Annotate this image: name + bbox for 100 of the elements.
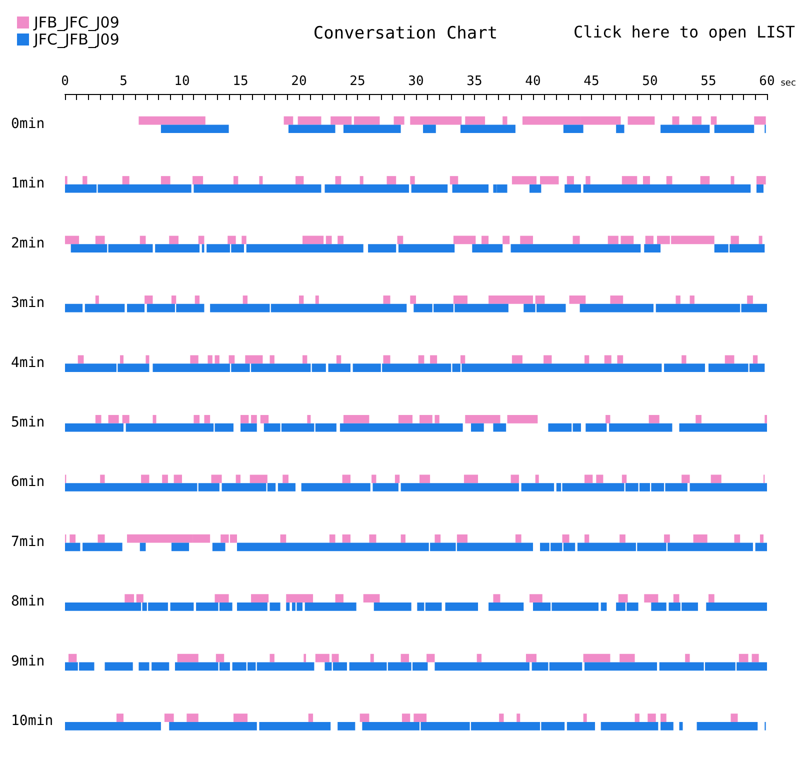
bar xyxy=(246,244,364,253)
bar xyxy=(233,714,248,722)
bar xyxy=(324,184,409,193)
bar xyxy=(620,654,635,662)
bar xyxy=(410,116,462,125)
bar xyxy=(386,176,396,184)
bar xyxy=(236,474,240,484)
bar xyxy=(284,116,294,125)
bar xyxy=(730,176,734,184)
bar xyxy=(190,355,198,364)
bar xyxy=(488,296,533,304)
bar xyxy=(583,714,587,722)
bar xyxy=(171,296,176,304)
bar xyxy=(507,414,538,424)
bar xyxy=(335,594,344,603)
bar xyxy=(336,355,342,364)
bar xyxy=(326,236,332,244)
bar xyxy=(304,654,306,662)
bar xyxy=(286,594,314,603)
bar xyxy=(465,414,500,424)
bar xyxy=(696,414,702,424)
bar xyxy=(299,296,304,304)
y-tick-label: 8min xyxy=(11,594,45,610)
bar xyxy=(520,236,533,244)
chart-title: Conversation Chart xyxy=(313,24,498,44)
bar xyxy=(208,355,212,364)
bar xyxy=(394,474,400,484)
bar xyxy=(400,534,406,543)
legend-label: JFC_JFB_J09 xyxy=(33,30,120,48)
bar xyxy=(342,534,350,543)
bar xyxy=(343,124,401,134)
bar xyxy=(645,236,654,244)
bar xyxy=(730,236,739,244)
bar xyxy=(616,124,624,134)
bar xyxy=(65,542,80,552)
bar xyxy=(516,714,520,722)
bar xyxy=(136,594,144,603)
bar xyxy=(512,176,537,184)
x-tick-label: 0 xyxy=(61,74,69,89)
bar xyxy=(160,176,170,184)
bar xyxy=(644,594,658,603)
bar xyxy=(673,594,680,603)
bar xyxy=(758,236,762,244)
y-tick-label: 0min xyxy=(11,116,45,132)
bar xyxy=(700,176,710,184)
bar xyxy=(540,176,559,184)
bar xyxy=(679,722,683,730)
bar xyxy=(198,236,204,244)
x-tick-label: 5 xyxy=(120,74,128,89)
bar xyxy=(502,236,510,244)
bar xyxy=(214,355,220,364)
bar xyxy=(600,602,607,611)
x-tick-label: 50 xyxy=(642,74,658,89)
bar xyxy=(584,534,590,543)
bar xyxy=(569,296,586,304)
bar xyxy=(250,474,268,484)
bar xyxy=(397,236,404,244)
x-tick-label: 20 xyxy=(291,74,307,89)
bar xyxy=(214,594,229,603)
bar xyxy=(144,296,153,304)
bar xyxy=(690,483,767,492)
bar xyxy=(301,483,370,492)
bar xyxy=(604,355,612,364)
bar xyxy=(734,534,740,543)
bar xyxy=(65,722,161,730)
bar xyxy=(493,423,506,432)
bar xyxy=(280,534,286,543)
bar xyxy=(482,236,489,244)
bar xyxy=(521,483,554,492)
bar xyxy=(760,534,764,543)
bar xyxy=(104,662,133,671)
bar xyxy=(141,474,150,484)
bar xyxy=(660,124,710,134)
bar xyxy=(420,414,432,424)
bar xyxy=(374,602,412,611)
bar xyxy=(502,116,508,125)
bar xyxy=(338,722,356,730)
y-tick-label: 3min xyxy=(11,295,45,312)
bar xyxy=(82,176,88,184)
bar xyxy=(216,654,224,662)
bar xyxy=(583,184,751,193)
bar xyxy=(620,236,634,244)
bar xyxy=(583,654,610,662)
bar xyxy=(562,534,570,543)
bar xyxy=(445,602,478,611)
y-tick-label: 9min xyxy=(11,653,45,670)
bar xyxy=(278,483,296,492)
bar xyxy=(564,184,581,193)
bar xyxy=(307,414,311,424)
bar xyxy=(100,474,105,484)
x-tick-label: 45 xyxy=(584,74,600,89)
bar xyxy=(270,355,274,364)
bar xyxy=(414,714,427,722)
bar xyxy=(692,116,702,125)
bar xyxy=(434,534,441,543)
bar xyxy=(372,474,376,484)
bar xyxy=(685,654,690,662)
bar xyxy=(122,414,130,424)
bar xyxy=(708,594,714,603)
bar xyxy=(456,534,468,543)
